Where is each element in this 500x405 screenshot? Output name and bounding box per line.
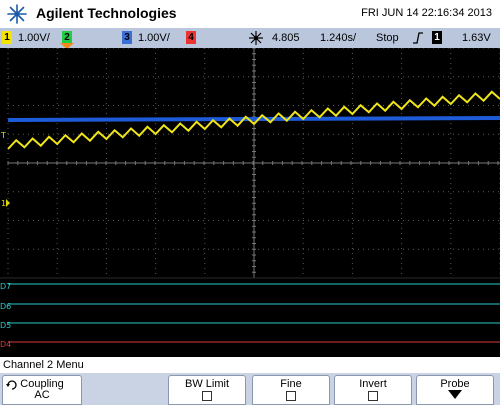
time-scale[interactable]: 1.240s/	[320, 32, 357, 44]
trigger-level-marker: T	[0, 131, 6, 140]
datetime: FRI JUN 14 22:16:34 2013	[361, 7, 492, 19]
digital-d7-label: D7	[0, 282, 11, 291]
trigger-level[interactable]: 1.63V	[462, 32, 491, 44]
submenu-arrow-icon	[448, 390, 462, 399]
bw-limit-checkbox[interactable]	[202, 391, 212, 401]
fine-softkey[interactable]: Fine	[252, 375, 330, 405]
menu-title: Channel 2 Menu	[0, 357, 500, 373]
coupling-value: AC	[34, 389, 50, 401]
brand-name: Agilent Technologies	[36, 5, 177, 21]
channel-2-selected-marker-icon	[60, 43, 74, 49]
status-bar: 1 1.00V/ 2 3 1.00V/ 4 4.805 1.240s/ Stop…	[0, 28, 500, 49]
fine-label: Fine	[280, 378, 302, 390]
bw-limit-softkey[interactable]: BW Limit	[168, 375, 246, 405]
waveform-svg: T 1 D7 D6 D5 D4	[0, 47, 500, 349]
digital-d6-label: D6	[0, 302, 11, 311]
trigger-edge-icon	[413, 32, 423, 44]
channel-1-trace	[7, 90, 500, 150]
run-state: Stop	[376, 32, 399, 44]
softkey-bar: Coupling AC BW Limit Fine Invert Probe	[0, 373, 500, 405]
coupling-softkey[interactable]: Coupling AC	[2, 375, 82, 405]
coupling-label: Coupling	[20, 378, 64, 390]
trigger-position-icon	[249, 31, 263, 45]
title-bar: Agilent Technologies FRI JUN 14 22:16:34…	[0, 0, 500, 28]
waveform-display[interactable]: T 1 D7 D6 D5 D4	[0, 47, 500, 357]
channel-4-indicator[interactable]: 4	[186, 31, 196, 44]
channel-3-trace	[7, 116, 500, 122]
agilent-spark-icon	[7, 4, 27, 24]
invert-checkbox[interactable]	[368, 391, 378, 401]
rotate-knob-icon	[6, 379, 18, 394]
trigger-source-indicator[interactable]: 1	[432, 31, 442, 44]
channel-1-ground-arrow-icon	[6, 199, 10, 207]
fine-checkbox[interactable]	[286, 391, 296, 401]
channel-2-indicator[interactable]: 2	[62, 31, 72, 44]
digital-d5-label: D5	[0, 321, 11, 330]
channel-1-indicator[interactable]: 1	[2, 31, 12, 44]
digital-d4-label: D4	[0, 340, 11, 349]
channel-1-ground-marker: 1	[1, 199, 6, 208]
invert-label: Invert	[359, 378, 387, 390]
invert-softkey[interactable]: Invert	[334, 375, 412, 405]
probe-label: Probe	[440, 378, 470, 390]
channel-3-scale[interactable]: 1.00V/	[138, 32, 170, 44]
bw-limit-label: BW Limit	[185, 378, 229, 390]
probe-softkey[interactable]: Probe	[416, 375, 494, 405]
timebase-delay[interactable]: 4.805	[272, 32, 300, 44]
channel-3-indicator[interactable]: 3	[122, 31, 132, 44]
channel-1-scale[interactable]: 1.00V/	[18, 32, 50, 44]
